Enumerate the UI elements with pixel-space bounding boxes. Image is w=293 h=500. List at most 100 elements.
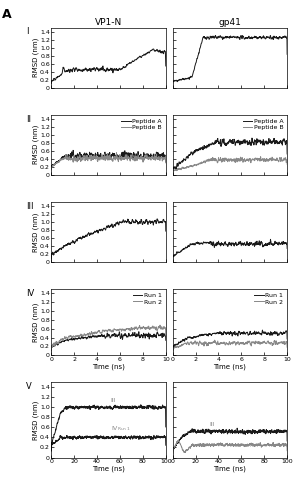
Y-axis label: RMSD (nm): RMSD (nm) [32,302,39,342]
Title: gp41: gp41 [219,18,241,26]
Peptide A [247,140,251,146]
Peptide A [71,148,75,154]
Peptide A [191,152,195,158]
X-axis label: Time (ns): Time (ns) [92,363,125,370]
Run 1 [200,331,204,337]
Run 2 [248,338,251,344]
Run 2 [50,348,53,354]
Text: V: V [26,382,32,392]
Run 1 [261,327,264,333]
Run 2 [223,341,226,347]
Run 2 [191,340,195,346]
Run 2 [164,332,168,338]
X-axis label: Time (ns): Time (ns) [214,466,246,472]
Peptide A [117,155,121,161]
Peptide B [247,158,251,164]
Run 1 [191,336,195,342]
Peptide A [70,149,73,155]
Peptide A [285,151,289,157]
Legend: Run 1, Run 2: Run 1, Run 2 [253,292,284,305]
Text: I: I [26,28,29,36]
Peptide B [126,156,130,162]
Text: II: II [26,114,31,124]
Line: Peptide B: Peptide B [51,152,166,170]
Run 1 [137,328,141,334]
Text: III: III [209,422,215,428]
Line: Run 2: Run 2 [173,340,287,352]
Peptide B [79,158,82,164]
Run 1 [136,333,139,339]
Peptide B [257,156,260,162]
Peptide A [200,146,204,152]
Text: IV$_{\rm Run\,2}$: IV$_{\rm Run\,2}$ [236,442,255,450]
Y-axis label: RMSD (nm): RMSD (nm) [32,400,39,440]
Text: IV: IV [26,289,35,298]
Peptide A [257,137,261,143]
Legend: Peptide A, Peptide B: Peptide A, Peptide B [242,118,284,131]
Run 2 [285,344,289,350]
Peptide A [250,135,254,141]
Run 1 [171,347,174,353]
Peptide A [136,152,139,158]
Legend: Peptide A, Peptide B: Peptide A, Peptide B [120,118,163,131]
Run 2 [171,349,174,355]
Peptide A [126,151,130,157]
Y-axis label: RMSD (nm): RMSD (nm) [32,38,39,78]
Peptide B [223,156,226,162]
Y-axis label: RMSD (nm): RMSD (nm) [32,125,39,164]
Peptide B [239,158,242,164]
Run 2 [257,340,261,346]
Peptide B [50,166,53,172]
Peptide B [259,154,262,160]
Run 1 [70,336,73,342]
Peptide B [117,155,121,161]
Title: VP1-N: VP1-N [95,18,122,26]
Peptide A [50,165,53,171]
Run 1 [79,336,82,342]
Line: Peptide B: Peptide B [173,156,287,173]
Peptide B [101,154,105,160]
Peptide A [79,154,83,160]
Run 1 [223,330,226,336]
Text: IV$_{\rm Run\,1}$: IV$_{\rm Run\,1}$ [111,424,131,434]
Line: Run 2: Run 2 [51,325,166,351]
Peptide A [223,142,226,148]
Run 2 [70,334,73,340]
Y-axis label: RMSD (nm): RMSD (nm) [32,212,39,252]
Run 1 [101,332,105,338]
Line: Run 1: Run 1 [173,330,287,350]
Run 1 [117,332,120,338]
Run 2 [213,337,216,343]
Peptide B [285,161,289,167]
Peptide B [115,150,118,156]
Run 2 [101,328,105,334]
Line: Run 1: Run 1 [51,332,166,351]
Text: III: III [26,202,34,211]
Peptide A [164,159,168,165]
Run 1 [164,338,168,344]
Run 1 [239,331,242,337]
Peptide B [191,164,195,170]
Run 2 [158,322,162,328]
Peptide A [171,167,174,173]
Peptide B [171,170,174,176]
X-axis label: Time (ns): Time (ns) [214,363,246,370]
Text: III: III [111,398,116,404]
X-axis label: Time (ns): Time (ns) [92,466,125,472]
Line: Peptide A: Peptide A [51,150,166,168]
Text: A: A [1,8,11,20]
Peptide B [200,160,204,166]
Run 1 [126,334,130,340]
Run 2 [117,328,120,334]
Run 2 [200,341,204,347]
Run 2 [136,326,139,332]
Line: Peptide A: Peptide A [173,138,287,170]
Peptide A [239,142,242,148]
Run 1 [285,336,289,342]
Peptide A [101,152,105,158]
Run 1 [247,331,251,337]
Run 2 [79,331,82,337]
Legend: Run 1, Run 2: Run 1, Run 2 [132,292,163,305]
Run 1 [257,330,260,336]
Peptide B [70,156,73,162]
